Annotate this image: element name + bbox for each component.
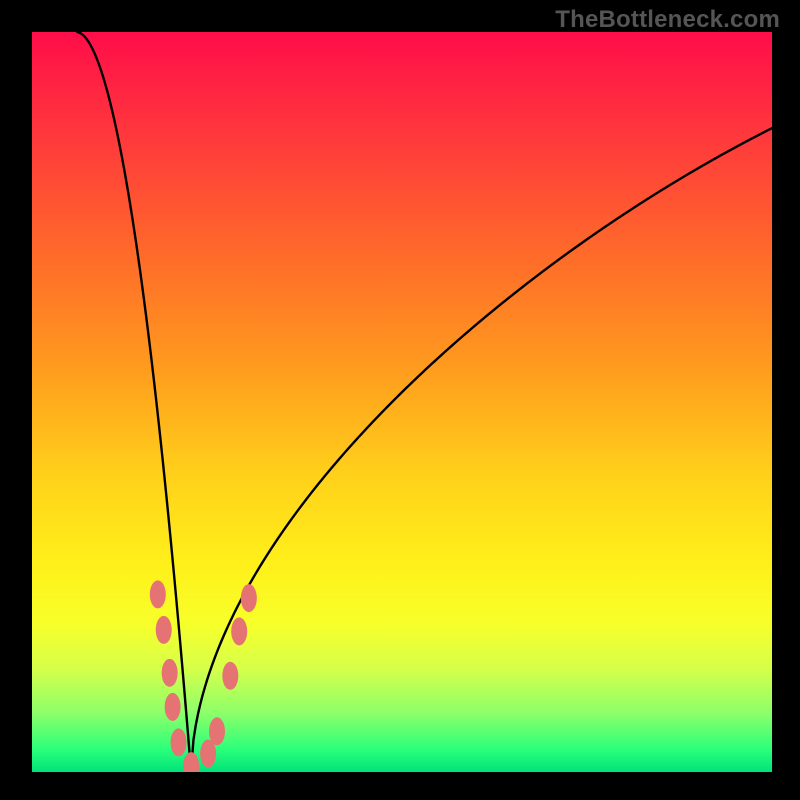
marker-dot <box>209 717 225 745</box>
marker-dot <box>171 728 187 756</box>
marker-dot <box>150 580 166 608</box>
marker-dot <box>222 662 238 690</box>
marker-dot <box>241 584 257 612</box>
plot-area <box>32 32 772 772</box>
watermark-text: TheBottleneck.com <box>555 6 780 34</box>
marker-dot <box>231 617 247 645</box>
gradient-rect <box>32 32 772 772</box>
plot-svg <box>32 32 772 772</box>
marker-dot <box>162 659 178 687</box>
marker-dot <box>156 616 172 644</box>
marker-dot <box>165 693 181 721</box>
stage: TheBottleneck.com <box>0 0 800 800</box>
